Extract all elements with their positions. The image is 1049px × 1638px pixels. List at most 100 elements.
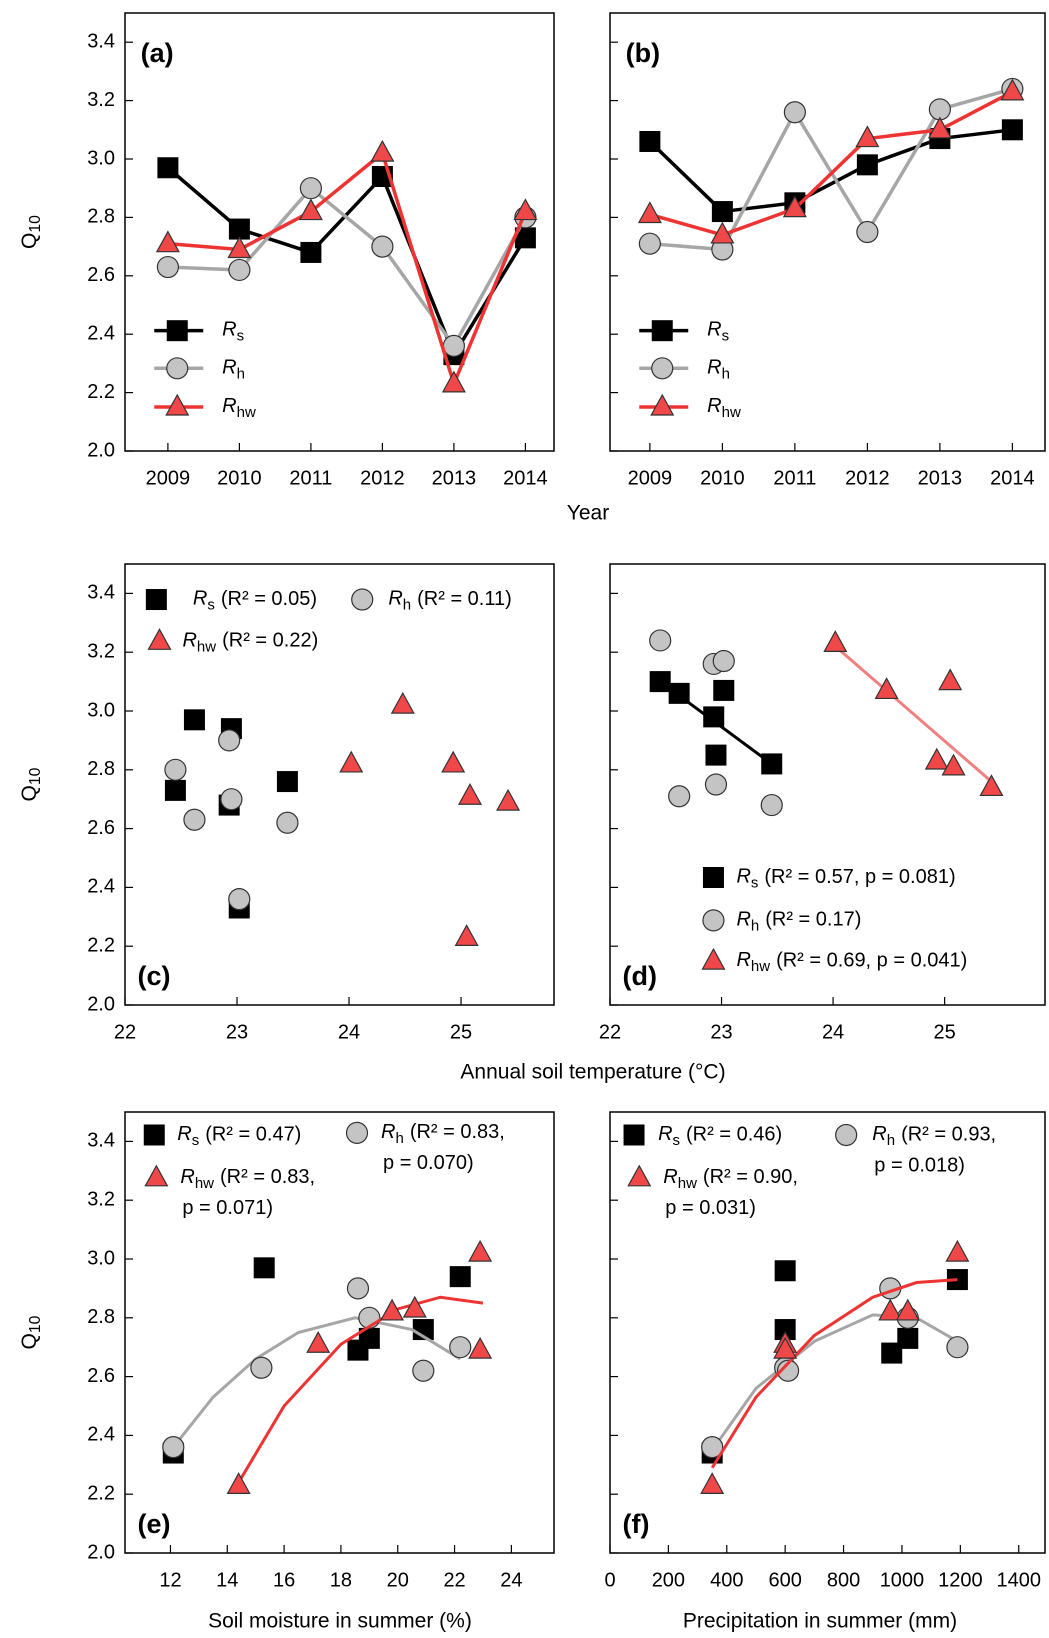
data-point [946,1336,969,1359]
y-tick-label: 2.4 [87,1424,115,1446]
data-point [878,1298,903,1321]
legend-label: Rs [736,866,758,892]
data-point [856,154,878,176]
data-point [449,1336,472,1359]
legend-marker [147,628,172,650]
x-tick-label: 24 [822,1021,844,1043]
x-tick-label: 1400 [996,1569,1041,1591]
data-point [468,1336,493,1359]
legend-label: Rhw [663,1166,697,1192]
x-tick-label: 2012 [845,467,890,489]
x-tick-label: 22 [114,1021,136,1043]
legend-label: Rh [872,1123,895,1149]
legend-label: Rs [707,319,729,345]
data-point [155,230,180,253]
x-tick-label: 18 [330,1569,352,1591]
y-tick-label: 3.0 [87,699,115,721]
data-point [649,671,671,693]
y-tick-label: 2.0 [87,1541,115,1563]
legend-label: Rs [193,588,215,614]
data-point [339,750,364,773]
fit-line [834,645,993,783]
y-tick-label: 2.8 [87,206,115,228]
data-point [897,1327,919,1349]
plot-frame [609,12,1046,452]
data-point [468,1239,493,1262]
x-tick-label: 25 [933,1021,955,1043]
data-point [228,258,251,282]
y-tick-label: 3.4 [87,1130,115,1152]
x-tick-label: 25 [450,1021,472,1043]
data-point [457,783,483,805]
x-tick-label: 16 [273,1569,295,1591]
legend-label: Rs [658,1123,680,1149]
x-tick-label: 200 [652,1569,685,1591]
legend-marker [166,357,189,380]
data-point [881,1342,903,1364]
data-point [496,788,521,811]
x-tick-label: 22 [443,1569,465,1591]
x-axis-label: Soil moisture in summer (%) [208,1610,472,1633]
data-point [156,255,179,279]
legend-marker [144,1164,169,1187]
data-point [774,1260,796,1282]
legend-stat: (R² = 0.83, [220,1166,315,1188]
data-point [637,201,662,224]
x-tick-label: 2014 [503,467,548,489]
legend-stat: (R² = 0.57, p = 0.081) [764,866,955,888]
data-point [220,788,243,811]
y-tick-label: 2.4 [87,322,115,344]
legend-stat: (R² = 0.17) [765,909,861,931]
data-point [276,771,298,793]
data-point [700,1472,725,1494]
x-tick-label: 2011 [289,467,332,489]
legend-marker [835,1123,858,1147]
series-line [167,151,528,386]
legend-label: Rhw [736,949,770,975]
data-point [649,629,672,652]
data-point [250,1356,273,1379]
legend-stat: (R² = 0.93, [901,1123,996,1145]
y-tick-label: 2.2 [87,1482,115,1504]
data-point [639,130,661,152]
y-tick-label: 2.8 [87,1306,115,1328]
data-point [370,139,395,162]
legend-label: Rhw [180,1166,214,1192]
data-point [783,101,806,124]
data-point [441,370,466,393]
data-point [1001,119,1023,141]
x-tick-label: 2011 [773,467,816,489]
fit-line [237,1295,484,1484]
panel-label: (e) [138,1509,171,1539]
x-tick-label: 22 [599,1021,621,1043]
legend-label: Rh [707,357,730,383]
legend-marker [702,909,725,932]
y-tick-label: 2.6 [87,817,115,839]
data-point [226,1472,251,1494]
legend-stat: (R² = 0.46) [686,1123,782,1145]
data-point [924,747,949,770]
legend-label: Rhw [707,395,741,421]
x-tick-label: 1200 [938,1569,983,1591]
x-tick-label: 2010 [700,467,745,489]
data-point [927,116,952,139]
data-point [157,157,179,179]
series-line [649,87,1013,252]
legend-stat: p = 0.018) [874,1154,965,1176]
y-tick-label: 3.0 [87,147,115,169]
data-point [253,1257,275,1279]
data-point [298,198,323,221]
y-axis-label: Q10 [18,767,45,801]
data-point [938,668,963,691]
x-tick-label: 2013 [918,467,963,489]
x-tick-label: 14 [216,1569,238,1591]
x-tick-label: 20 [387,1569,409,1591]
data-point [712,649,735,673]
data-point [703,706,725,728]
legend-marker [165,393,190,416]
x-tick-label: 2014 [990,467,1035,489]
data-point [299,177,322,200]
y-tick-label: 3.0 [87,1247,115,1269]
legend-stat: p = 0.070) [383,1152,474,1174]
